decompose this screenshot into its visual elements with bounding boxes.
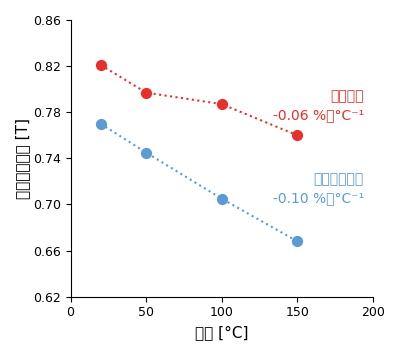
Y-axis label: 残留磁束密度 [T]: 残留磁束密度 [T] (15, 118, 30, 199)
Text: -0.06 %・°C⁻¹: -0.06 %・°C⁻¹ (273, 109, 364, 122)
Text: 開発磁石: 開発磁石 (330, 89, 364, 103)
Point (98, 121, 104, 127)
Point (218, 196, 225, 202)
X-axis label: 温度 [°C]: 温度 [°C] (195, 325, 248, 340)
Text: ネオジム磁石: ネオジム磁石 (314, 172, 364, 186)
Point (294, 239, 301, 244)
Point (98, 62, 104, 68)
Point (143, 150, 149, 155)
Text: -0.10 %・°C⁻¹: -0.10 %・°C⁻¹ (273, 192, 364, 206)
Point (143, 90, 149, 95)
Point (294, 132, 301, 138)
Point (218, 101, 225, 107)
